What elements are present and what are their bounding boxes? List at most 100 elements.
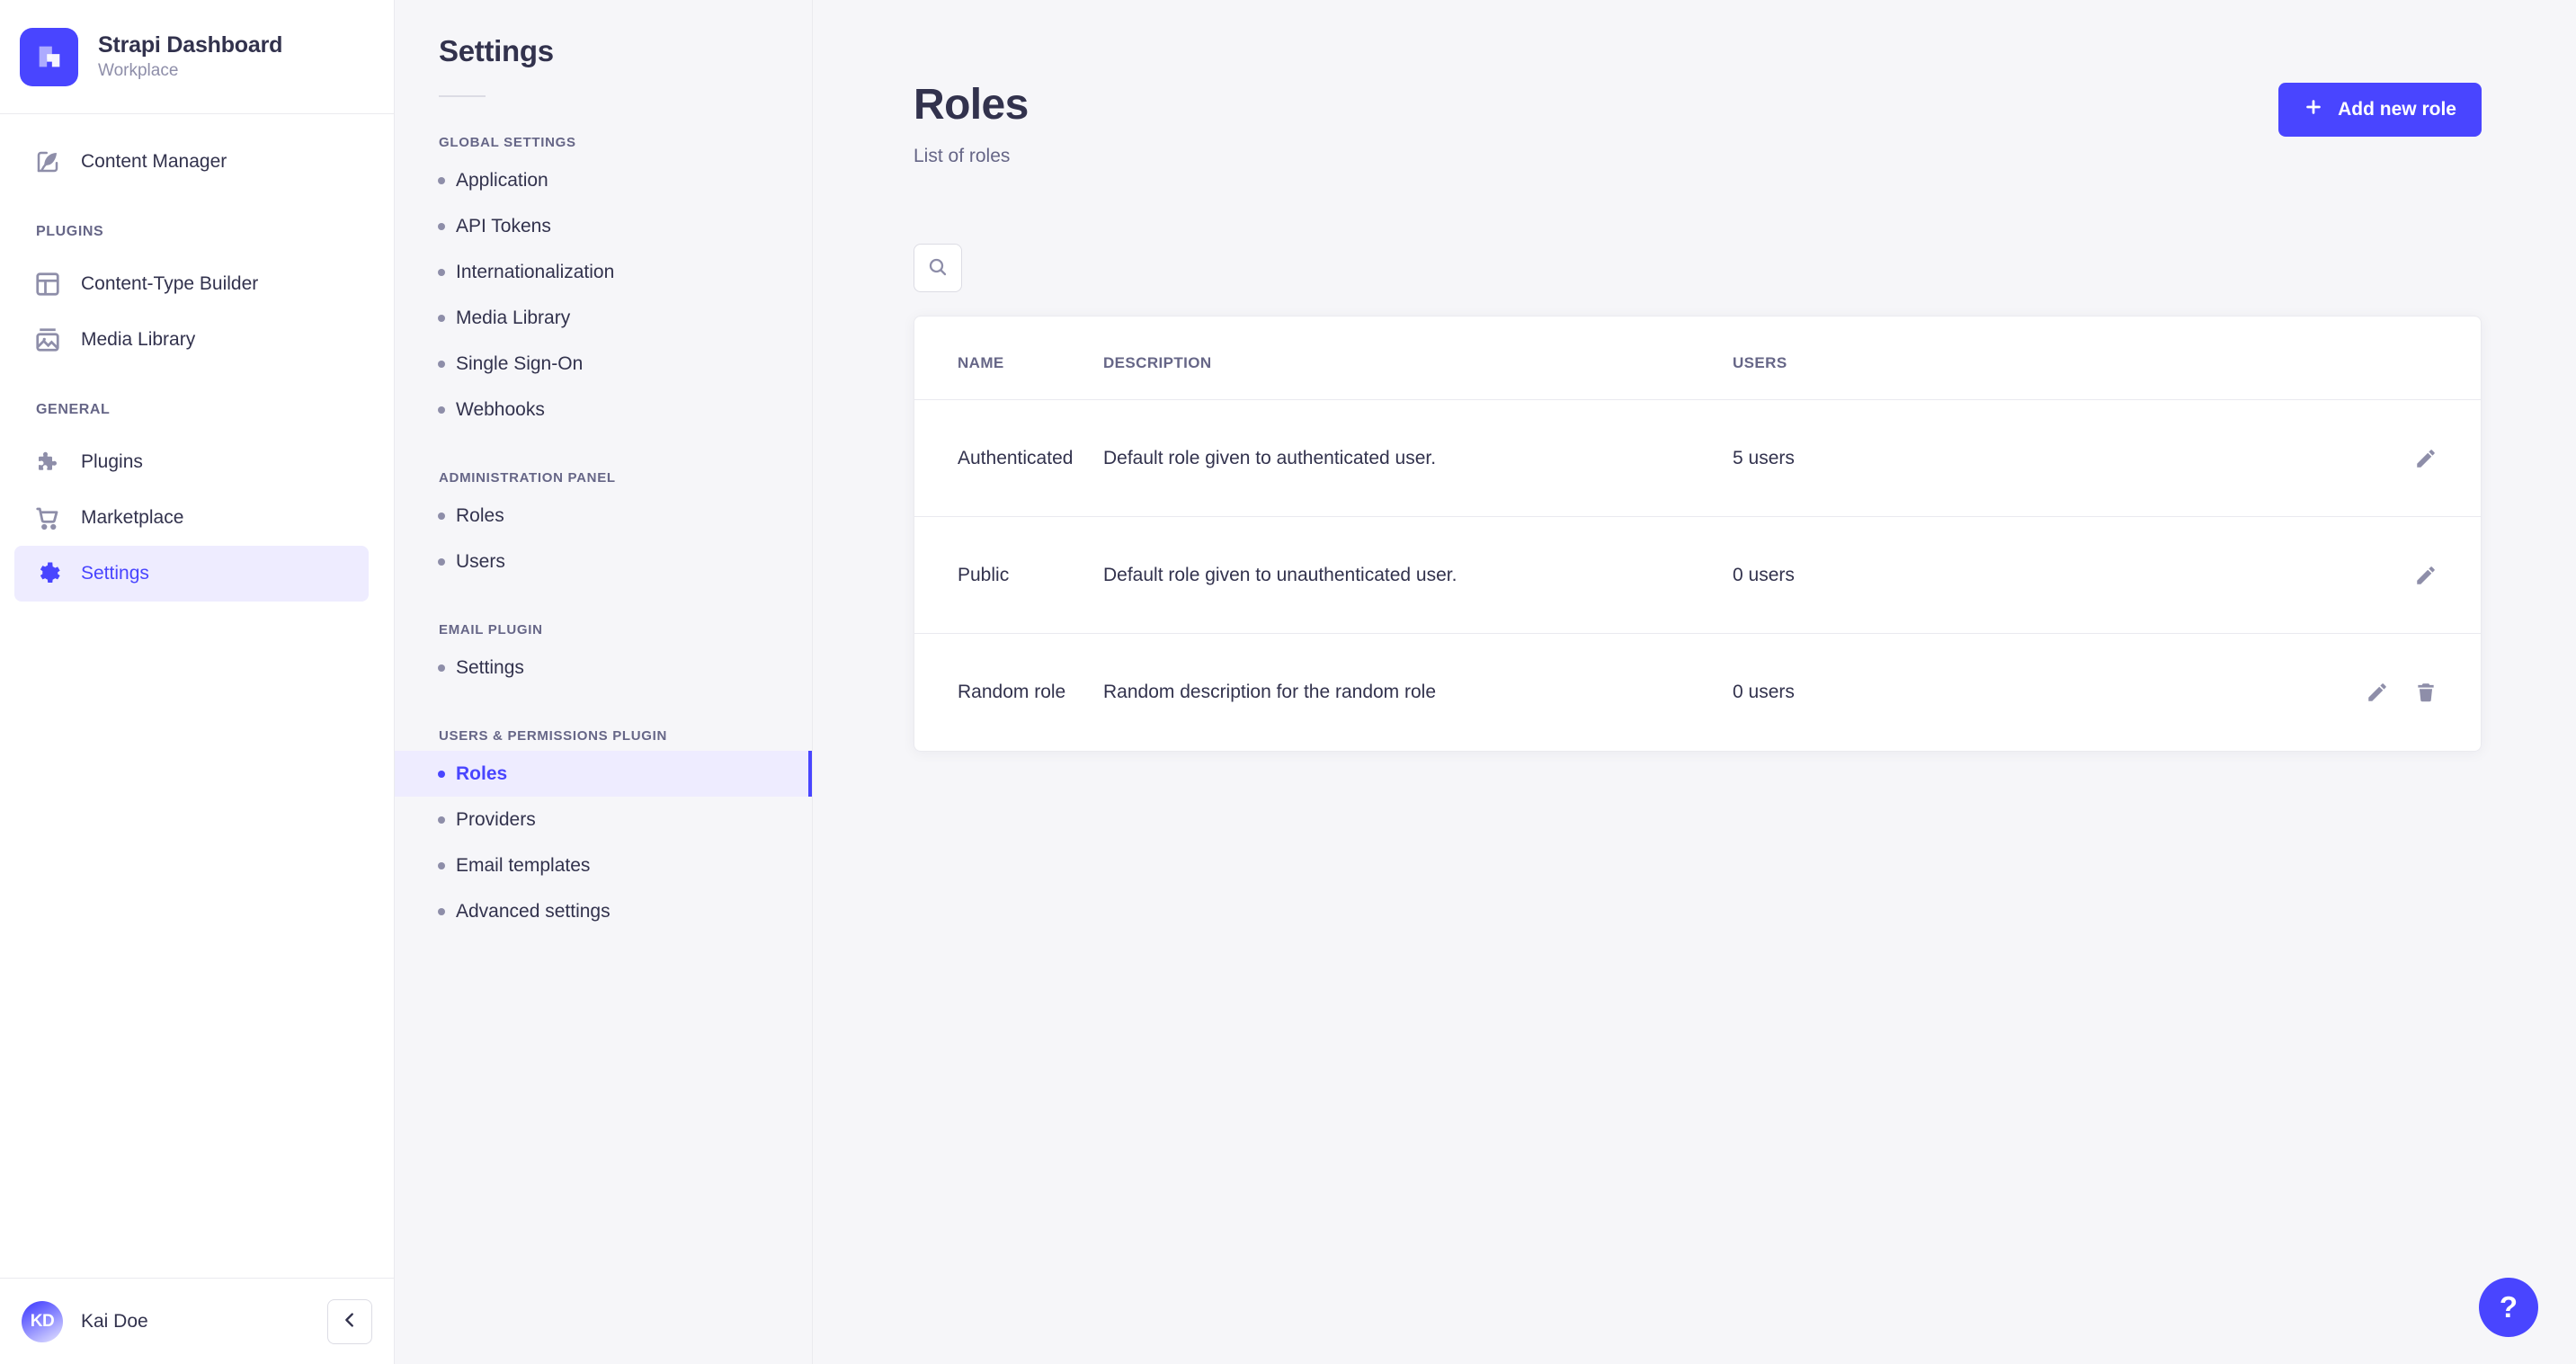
add-new-role-label: Add new role: [2338, 99, 2456, 120]
help-button[interactable]: ?: [2479, 1278, 2538, 1337]
subnav-divider: [439, 95, 486, 97]
user-name[interactable]: Kai Doe: [81, 1310, 148, 1332]
bullet-icon: [438, 907, 445, 915]
cell-name: Public: [914, 516, 1103, 635]
subnav-group-label: EMAIL PLUGIN: [439, 622, 543, 637]
subnav-item-label: API Tokens: [456, 215, 551, 236]
sidebar-item-label: Marketplace: [81, 507, 184, 528]
subnav-item-label: Email templates: [456, 854, 591, 876]
search-button[interactable]: [914, 244, 962, 293]
cell-description: Default role given to unauthenticated us…: [1103, 516, 1733, 635]
bullet-icon: [438, 770, 445, 778]
cell-users: 0 users: [1733, 516, 2029, 635]
strapi-logo-icon: [20, 27, 78, 86]
cell-description: Default role given to authenticated user…: [1103, 399, 1733, 518]
brand-title: Strapi Dashboard: [98, 32, 283, 58]
bullet-icon: [438, 861, 445, 869]
delete-role-button[interactable]: [2414, 681, 2438, 704]
search-icon: [927, 256, 949, 281]
sidebar-item-content-type-builder[interactable]: Content-Type Builder: [14, 256, 369, 312]
cell-actions: [2029, 634, 2481, 751]
bullet-icon: [438, 816, 445, 824]
add-new-role-button[interactable]: Add new role: [2278, 83, 2482, 137]
cell-description: Random description for the random role: [1103, 682, 1437, 703]
cell-users: 5 users: [1733, 399, 2029, 518]
subnav-item-admin-users[interactable]: Users: [395, 539, 812, 584]
subnav-group-administration-panel: ADMINISTRATION PANEL Roles Users: [395, 470, 812, 584]
subnav-item-email-templates[interactable]: Email templates: [395, 842, 812, 888]
cell-name: Random role: [958, 682, 1066, 703]
subnav-group-users-permissions-plugin: USERS & PERMISSIONS PLUGIN Roles Provide…: [395, 728, 812, 934]
collapse-sidebar-button[interactable]: [327, 1298, 372, 1344]
subnav-group-email-plugin: EMAIL PLUGIN Settings: [395, 622, 812, 691]
edit-role-button[interactable]: [2414, 447, 2438, 470]
bullet-icon: [438, 557, 445, 566]
sidebar-item-plugins[interactable]: Plugins: [14, 434, 369, 490]
subnav-item-label: Webhooks: [456, 398, 545, 420]
edit-role-button[interactable]: [2414, 564, 2438, 587]
brand-header[interactable]: Strapi Dashboard Workplace: [0, 0, 394, 114]
subnav-item-media-library[interactable]: Media Library: [395, 295, 812, 341]
pencil-icon: [2366, 681, 2389, 704]
avatar[interactable]: KD: [22, 1300, 63, 1342]
subnav-group-label: USERS & PERMISSIONS PLUGIN: [439, 728, 668, 744]
column-header-description: DESCRIPTION: [1103, 316, 1733, 401]
chevron-left-icon: [340, 1310, 360, 1333]
bullet-icon: [438, 512, 445, 520]
sidebar-item-content-manager[interactable]: Content Manager: [14, 134, 369, 190]
main-content: Roles List of roles Add new role: [813, 0, 2576, 1364]
sidebar-item-settings[interactable]: Settings: [14, 546, 369, 602]
edit-role-button[interactable]: [2366, 681, 2389, 704]
subnav-item-admin-roles[interactable]: Roles: [395, 493, 812, 539]
settings-subnav: Settings GLOBAL SETTINGS Application API…: [395, 0, 813, 1364]
sidebar-section-plugins-label: PLUGINS: [36, 224, 104, 239]
cell-actions: [2029, 399, 2481, 518]
subnav-item-email-settings[interactable]: Settings: [395, 645, 812, 691]
bullet-icon: [438, 406, 445, 414]
row-actions: [2029, 564, 2438, 587]
bullet-icon: [438, 268, 445, 276]
subnav-item-internationalization[interactable]: Internationalization: [395, 249, 812, 295]
subnav-item-label: Roles: [456, 504, 504, 526]
shopping-cart-icon: [34, 504, 61, 531]
brand-subtitle: Workplace: [98, 61, 179, 80]
bullet-icon: [438, 176, 445, 184]
page-header: Roles List of roles Add new role: [813, 0, 2576, 167]
page-header-text: Roles List of roles: [914, 82, 1029, 167]
page-subtitle: List of roles: [914, 146, 1011, 167]
table-body: Authenticated Default role given to auth…: [914, 399, 2481, 751]
sidebar-item-label: Settings: [81, 563, 149, 584]
subnav-item-single-sign-on[interactable]: Single Sign-On: [395, 341, 812, 387]
table-row[interactable]: Public Default role given to unauthentic…: [914, 516, 2481, 635]
trash-icon: [2414, 681, 2438, 704]
subnav-item-api-tokens[interactable]: API Tokens: [395, 203, 812, 249]
sidebar-item-label: Plugins: [81, 451, 143, 472]
subnav-item-label: Single Sign-On: [456, 352, 584, 374]
subnav-item-roles[interactable]: Roles: [395, 751, 812, 797]
main-sidebar: Strapi Dashboard Workplace Content Manag…: [0, 0, 395, 1364]
column-header-actions: [2029, 316, 2481, 401]
table-row[interactable]: Random role Random description for the r…: [914, 634, 2481, 751]
gear-icon: [34, 560, 61, 587]
cell-users: 0 users: [1733, 682, 1795, 703]
subnav-item-label: Providers: [456, 808, 536, 830]
subnav-item-advanced-settings[interactable]: Advanced settings: [395, 888, 812, 934]
row-actions: [2029, 681, 2438, 704]
sidebar-item-marketplace[interactable]: Marketplace: [14, 490, 369, 546]
roles-table: NAME DESCRIPTION USERS Authenticated Def…: [914, 316, 2481, 751]
bullet-icon: [438, 360, 445, 368]
subnav-item-label: Advanced settings: [456, 900, 611, 922]
subnav-item-providers[interactable]: Providers: [395, 797, 812, 842]
subnav-title: Settings: [439, 34, 554, 67]
subnav-item-webhooks[interactable]: Webhooks: [395, 387, 812, 432]
subnav-item-application[interactable]: Application: [395, 157, 812, 203]
plus-icon: [2304, 97, 2323, 122]
subnav-group-label: GLOBAL SETTINGS: [439, 135, 576, 150]
cell-name: Authenticated: [914, 399, 1103, 518]
subnav-item-label: Media Library: [456, 307, 571, 328]
table-row[interactable]: Authenticated Default role given to auth…: [914, 399, 2481, 518]
sidebar-item-label: Content-Type Builder: [81, 273, 259, 294]
sidebar-item-media-library[interactable]: Media Library: [14, 312, 369, 368]
image-icon: [34, 326, 61, 353]
roles-table-card: NAME DESCRIPTION USERS Authenticated Def…: [914, 316, 2482, 752]
